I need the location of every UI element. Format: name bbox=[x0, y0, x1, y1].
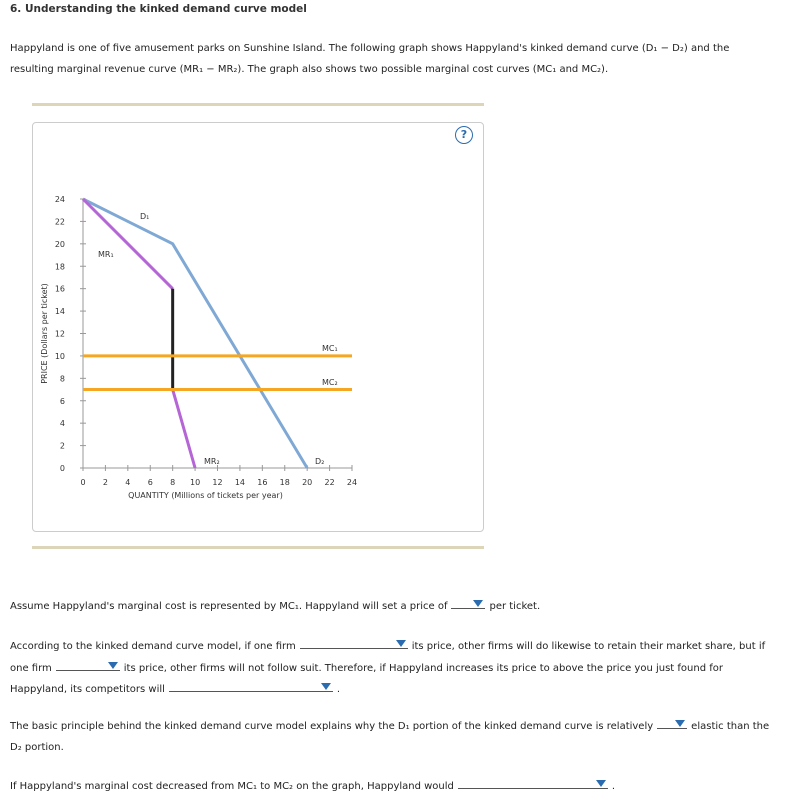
dropdown[interactable] bbox=[168, 679, 333, 692]
x-tick-label: 4 bbox=[125, 478, 130, 487]
x-tick-label: 8 bbox=[170, 478, 175, 487]
y-tick-label: 2 bbox=[60, 442, 65, 451]
y-tick-label: 20 bbox=[55, 240, 65, 249]
text: According to the kinked demand curve mod… bbox=[10, 641, 296, 652]
help-button[interactable]: ? bbox=[455, 126, 473, 144]
dropdown[interactable] bbox=[55, 658, 120, 671]
y-tick-label: 4 bbox=[60, 419, 65, 428]
x-tick-label: 16 bbox=[257, 478, 267, 487]
curve-label: MC₂ bbox=[322, 378, 338, 387]
y-tick-label: 12 bbox=[55, 330, 65, 339]
x-axis-label: QUANTITY (Millions of tickets per year) bbox=[128, 491, 283, 500]
x-tick-label: 12 bbox=[212, 478, 222, 487]
question: Assume Happyland's marginal cost is repr… bbox=[10, 596, 775, 618]
x-tick-label: 0 bbox=[80, 478, 85, 487]
text: Assume Happyland's marginal cost is repr… bbox=[10, 601, 448, 612]
text: its price, other firms will not follow s… bbox=[10, 662, 723, 696]
curve bbox=[82, 197, 309, 469]
y-tick-label: 24 bbox=[55, 195, 65, 204]
graph-panel bbox=[32, 122, 484, 532]
text: The basic principle behind the kinked de… bbox=[10, 721, 654, 732]
question: If Happyland's marginal cost decreased f… bbox=[10, 776, 775, 798]
dropdown[interactable] bbox=[299, 636, 408, 649]
dropdown[interactable] bbox=[457, 776, 608, 789]
x-tick-label: 22 bbox=[324, 478, 334, 487]
y-tick-label: 10 bbox=[55, 352, 65, 361]
dropdown[interactable] bbox=[451, 596, 486, 609]
y-tick-label: 18 bbox=[55, 262, 65, 271]
x-tick-label: 18 bbox=[280, 478, 290, 487]
x-tick-label: 2 bbox=[103, 478, 108, 487]
text: per ticket. bbox=[489, 601, 541, 612]
separator bbox=[32, 546, 484, 549]
text: . bbox=[336, 684, 341, 695]
y-tick-label: 6 bbox=[60, 397, 65, 406]
x-tick-label: 10 bbox=[190, 478, 200, 487]
title: 6. Understanding the kinked demand curve… bbox=[10, 3, 307, 15]
text: elastic than the D₂ portion. bbox=[10, 721, 770, 753]
x-tick-label: 14 bbox=[235, 478, 245, 487]
y-tick-label: 14 bbox=[55, 307, 65, 316]
y-tick-label: 16 bbox=[55, 285, 65, 294]
question: The basic principle behind the kinked de… bbox=[10, 716, 775, 758]
curve-label: MR₂ bbox=[204, 457, 220, 466]
y-tick-label: 8 bbox=[60, 374, 65, 383]
intro: Happyland is one of five amusement parks… bbox=[10, 43, 730, 75]
text: If Happyland's marginal cost decreased f… bbox=[10, 781, 454, 792]
curve bbox=[81, 197, 174, 290]
separator bbox=[32, 103, 484, 106]
curve bbox=[171, 389, 197, 469]
dropdown[interactable] bbox=[657, 716, 688, 729]
text: . bbox=[611, 781, 616, 792]
x-tick-label: 20 bbox=[302, 478, 312, 487]
y-tick-label: 22 bbox=[55, 217, 65, 226]
question: According to the kinked demand curve mod… bbox=[10, 636, 775, 701]
x-tick-label: 24 bbox=[347, 478, 357, 487]
curve-label: D₂ bbox=[315, 457, 324, 466]
text: its price, other firms will do likewise … bbox=[10, 641, 766, 674]
curve-label: D₁ bbox=[140, 212, 149, 221]
curve-label: MR₁ bbox=[98, 250, 114, 259]
y-axis-label: PRICE (Dollars per ticket) bbox=[40, 283, 49, 384]
curve-label: MC₁ bbox=[322, 344, 338, 353]
y-tick-label: 0 bbox=[60, 464, 65, 473]
x-tick-label: 6 bbox=[148, 478, 153, 487]
